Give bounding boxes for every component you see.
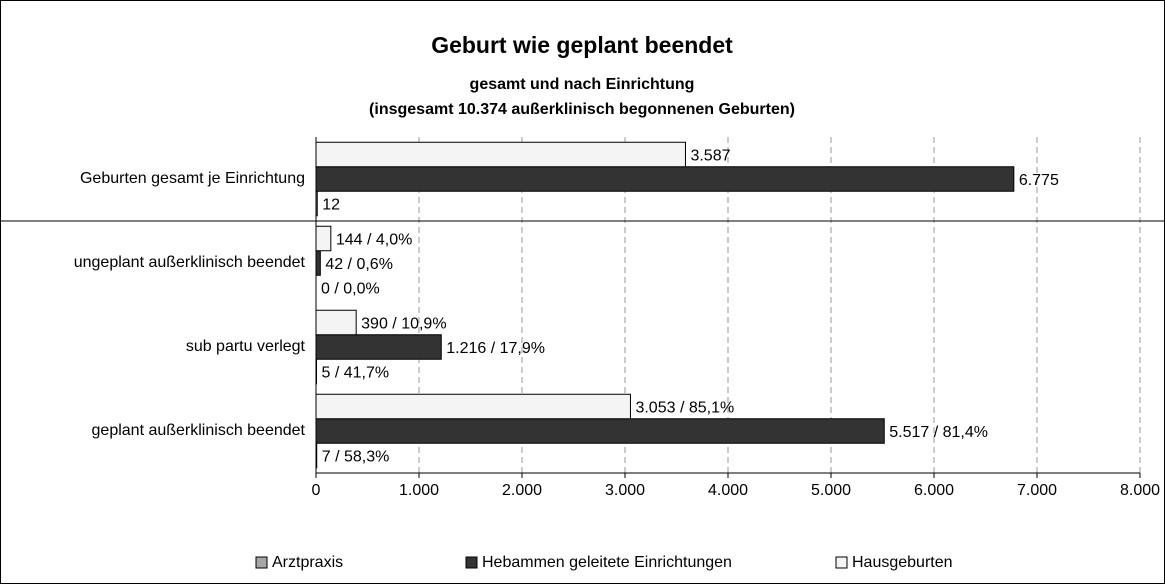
x-tick-label: 4.000 <box>708 482 748 499</box>
chart-title: Geburt wie geplant beendet <box>431 32 733 58</box>
legend-swatch <box>465 556 478 569</box>
bar <box>315 190 318 217</box>
x-tick-label: 8.000 <box>1120 482 1160 499</box>
chart-subtitle: gesamt und nach Einrichtung <box>470 76 695 93</box>
legend-label: Hebammen geleitete Einrichtungen <box>482 554 732 571</box>
y-tick-label: ungeplant außerklinisch beendet <box>74 254 306 271</box>
x-tick-label: 5.000 <box>811 482 851 499</box>
x-tick-label: 2.000 <box>502 482 542 499</box>
x-tick-label: 7.000 <box>1017 482 1057 499</box>
bar <box>315 393 631 420</box>
data-label: 390 / 10,9% <box>361 316 446 333</box>
bar <box>315 442 318 469</box>
data-label: 0 / 0,0% <box>321 281 380 298</box>
x-tick-label: 3.000 <box>605 482 645 499</box>
data-label: 1.216 / 17,9% <box>446 340 545 357</box>
legend-label: Hausgeburten <box>852 554 953 571</box>
legend-swatch <box>255 556 268 569</box>
data-label: 3.587 <box>690 148 730 165</box>
bar <box>315 166 1015 192</box>
bar <box>315 358 318 385</box>
legend-label: Arztpraxis <box>272 554 343 571</box>
x-tick-label: 6.000 <box>914 482 954 499</box>
bar <box>315 418 885 444</box>
bar <box>315 309 357 336</box>
legend-swatch <box>835 556 848 569</box>
data-label: 6.775 <box>1019 172 1059 189</box>
data-label: 12 <box>322 197 340 214</box>
y-tick-label: Geburten gesamt je Einrichtung <box>80 170 305 187</box>
data-label: 7 / 58,3% <box>322 449 390 466</box>
chart-subtitle: (insgesamt 10.374 außerklinisch begonnen… <box>369 101 795 118</box>
x-tick-label: 0 <box>312 482 321 499</box>
y-tick-label: sub partu verlegt <box>186 338 306 355</box>
data-label: 42 / 0,6% <box>325 256 393 273</box>
bar <box>315 250 321 276</box>
bar <box>315 141 686 168</box>
data-label: 5.517 / 81,4% <box>889 424 988 441</box>
data-label: 144 / 4,0% <box>336 232 413 249</box>
data-label: 5 / 41,7% <box>322 365 390 382</box>
x-tick-label: 1.000 <box>399 482 439 499</box>
bar <box>315 334 442 360</box>
data-label: 3.053 / 85,1% <box>635 400 734 417</box>
y-tick-label: geplant außerklinisch beendet <box>92 422 306 439</box>
bar <box>315 225 332 252</box>
